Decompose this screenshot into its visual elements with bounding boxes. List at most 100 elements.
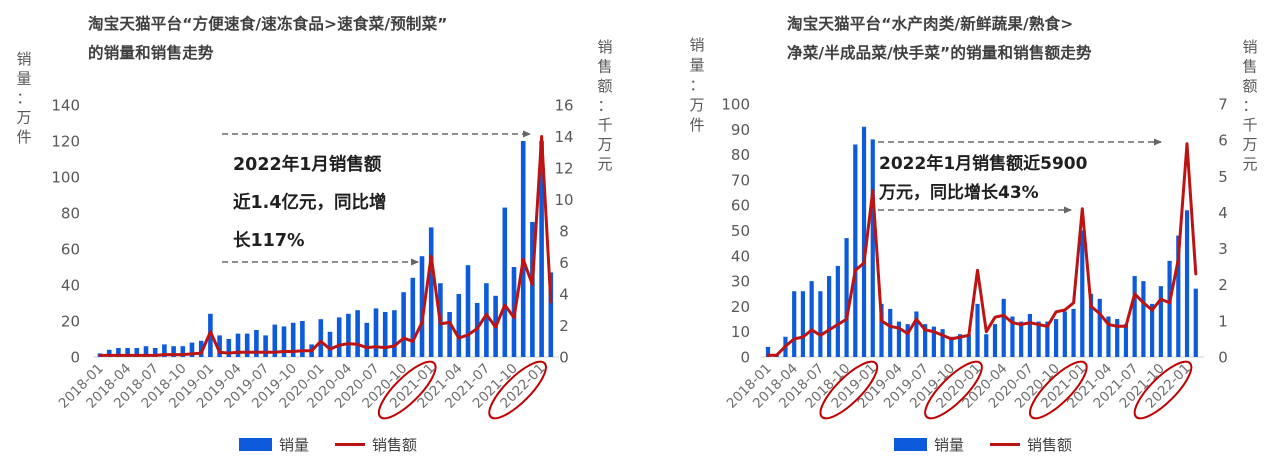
volume-bar — [318, 319, 324, 357]
volume-swatch-icon — [238, 438, 272, 451]
circled-month-ellipse — [488, 360, 547, 420]
y-tick-label: 40 — [731, 247, 750, 265]
volume-bar — [125, 348, 130, 357]
axis-title-char: 量 — [16, 70, 31, 88]
axis-title-char: 件 — [689, 116, 704, 134]
volume-bar — [327, 331, 333, 357]
volume-bar — [419, 256, 425, 357]
legend-revenue-label: 销售额 — [372, 436, 418, 454]
volume-bar — [1053, 319, 1059, 357]
y-tick-label: 4 — [1218, 204, 1228, 222]
volume-bar — [957, 334, 963, 357]
volume-bar — [1167, 260, 1172, 357]
y-tick-label: 16 — [554, 97, 573, 115]
volume-bar — [539, 141, 544, 357]
volume-bar — [1123, 324, 1129, 357]
volume-bar — [244, 333, 250, 357]
y-axis-left-ticks: 0 20 40 60 80 100 120 140 — [51, 97, 80, 367]
volume-bar — [189, 342, 195, 357]
right-chart-title: 淘宝天猫平台“水产肉类/新鲜蔬果/熟食> 净菜/半成品菜/快手菜”的销量和销售额… — [787, 10, 1092, 68]
y-tick-label: 100 — [721, 96, 750, 114]
axis-title-char: 售 — [597, 58, 612, 76]
axis-title-char: 万 — [16, 109, 31, 127]
volume-bar — [809, 281, 814, 357]
y-tick-label: 120 — [51, 133, 80, 151]
volume-bar — [226, 339, 232, 357]
axis-title-char: 量 — [689, 56, 704, 74]
volume-bar — [1158, 286, 1163, 357]
y-tick-label: 80 — [731, 146, 750, 164]
volume-bar — [162, 344, 167, 357]
volume-bar — [1088, 293, 1094, 357]
y-tick-label: 90 — [731, 121, 750, 139]
volume-bar — [235, 333, 241, 357]
y-tick-label: 50 — [731, 222, 750, 240]
y-tick-label: 60 — [731, 197, 750, 215]
annotation-line: 2022年1月销售额近5900 — [879, 154, 1088, 174]
circled-month-ellipse — [1029, 360, 1088, 420]
y-tick-label: 20 — [731, 298, 750, 316]
volume-bar — [853, 144, 858, 357]
volume-bar — [1184, 210, 1190, 357]
volume-bar — [401, 292, 406, 357]
volume-bar — [966, 334, 971, 357]
volume-bar — [1036, 321, 1041, 357]
left-chart-title-line2: 的销量和销售走势 — [88, 44, 214, 62]
volume-bar — [392, 310, 397, 357]
volume-bar — [818, 291, 823, 357]
left-axis-title: 销量：万件 — [689, 36, 704, 134]
volume-bar — [940, 329, 945, 357]
circled-month-ellipse — [924, 360, 983, 420]
volume-bar — [254, 330, 259, 357]
axis-title-char: 额 — [1242, 77, 1257, 95]
axis-title-char: 销 — [16, 50, 31, 68]
y-tick-label: 14 — [554, 128, 573, 146]
volume-bar — [530, 222, 535, 357]
right-chart-annotation: 2022年1月销售额近5900 万元，同比增长43% — [879, 150, 1087, 208]
volume-bar — [456, 294, 462, 357]
volume-bar — [975, 303, 980, 357]
volume-bar — [792, 291, 797, 357]
volume-bar — [1176, 235, 1181, 357]
volume-bar — [1080, 230, 1085, 357]
volume-bar — [1010, 316, 1015, 357]
volume-bar — [765, 346, 771, 357]
left-axis-title: 销量：万件 — [16, 50, 31, 146]
volume-bar — [1027, 313, 1032, 357]
volume-bar — [1019, 321, 1024, 357]
axis-title-char: 万 — [1242, 136, 1257, 154]
volume-bar — [1097, 298, 1102, 357]
volume-bar — [346, 313, 351, 357]
y-tick-label: 8 — [559, 223, 569, 241]
revenue-line — [98, 135, 553, 357]
volume-bar — [1115, 319, 1120, 357]
axis-title-char: 万 — [597, 136, 612, 154]
axis-title-char: 件 — [16, 128, 31, 146]
volume-bar — [152, 348, 158, 357]
legend-item-volume: 销量 — [238, 434, 309, 455]
right-chart-plot: 0 10 20 30 40 50 60 70 80 90 100 0 1 2 3 4 5 6 7 2018-01201… — [689, 36, 1258, 420]
volume-bar — [502, 207, 508, 357]
revenue-line — [766, 142, 1198, 357]
volume-bar — [373, 308, 379, 357]
volume-bar — [861, 126, 867, 358]
volume-bar — [198, 340, 204, 357]
axis-title-char: 千 — [1242, 116, 1257, 134]
y-axis-left-ticks: 0 10 20 30 40 50 60 70 80 90 100 — [721, 96, 750, 367]
axis-title-char: 销 — [597, 38, 612, 56]
volume-bar — [336, 317, 342, 357]
volume-bar — [410, 277, 416, 357]
volume-bar — [931, 326, 936, 357]
volume-bar — [143, 346, 149, 357]
left-chart-title-line1: 淘宝天猫平台“方便速食/速冻食品>速食菜/预制菜” — [88, 15, 448, 33]
volume-bar — [382, 312, 388, 357]
volume-bar — [896, 321, 902, 357]
volume-bar — [180, 346, 186, 357]
right-axis-title: 销售额 ：千万元 — [597, 38, 612, 173]
volume-bar — [106, 349, 112, 357]
volume-bar — [134, 348, 140, 357]
y-tick-label: 6 — [559, 254, 569, 272]
annotation-line: 近1.4亿元，同比增 — [233, 193, 387, 213]
volume-bar — [800, 291, 806, 357]
volume-bar — [447, 312, 452, 357]
